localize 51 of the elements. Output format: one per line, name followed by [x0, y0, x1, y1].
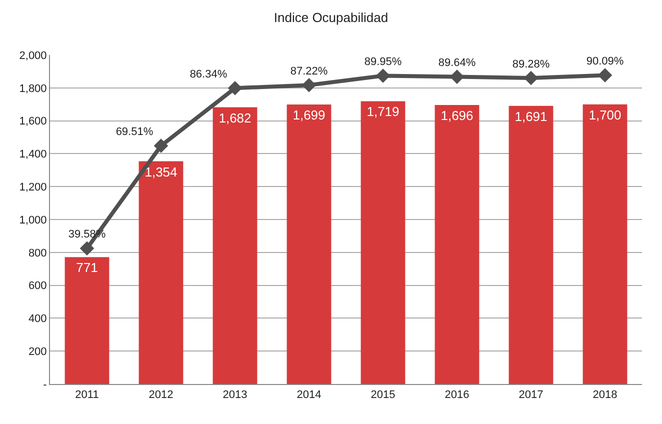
- data-label: 1,691: [514, 108, 548, 124]
- x-tick-label: 2012: [148, 389, 174, 402]
- data-label: 1,719: [366, 104, 400, 120]
- point: [450, 70, 464, 84]
- y-tick-label: -: [43, 378, 48, 391]
- point: [376, 68, 390, 83]
- y-tick-label: 2,000: [19, 50, 47, 62]
- data-label: 1,682: [218, 110, 252, 126]
- x-tick-label: 2016: [444, 389, 470, 402]
- x-tick-label: 2014: [296, 389, 322, 402]
- data-label: 89.95%: [364, 56, 402, 68]
- chart-title: Indice Ocupabilidad: [274, 10, 388, 25]
- x-tick-label: 2018: [592, 389, 618, 402]
- y-tick-label: 1,200: [19, 181, 47, 194]
- bar: [434, 105, 480, 384]
- y-tick-label: 600: [28, 280, 47, 292]
- point: [524, 70, 538, 86]
- bar: [64, 257, 110, 384]
- bar: [582, 104, 628, 384]
- data-label: 90.09%: [586, 56, 624, 68]
- bar: [508, 106, 554, 384]
- x-tick-label: 2011: [75, 389, 99, 402]
- data-label: 1,699: [292, 108, 326, 123]
- y-tick-label: 400: [28, 313, 47, 326]
- y-tick-label: 1,800: [19, 82, 47, 95]
- bar: [212, 107, 258, 384]
- data-label: 89.28%: [512, 58, 550, 70]
- x-tick-label: 2015: [370, 389, 396, 402]
- y-tick-label: 200: [28, 346, 47, 358]
- bar: [138, 161, 184, 384]
- x-tick-label: 2013: [222, 389, 248, 402]
- point: [154, 138, 168, 153]
- data-label: 1,700: [588, 107, 622, 122]
- data-label: 1,696: [440, 108, 474, 124]
- bar: [360, 101, 406, 384]
- point: [228, 80, 242, 96]
- y-tick-label: 800: [28, 247, 47, 260]
- bar: [286, 104, 332, 384]
- point: [302, 78, 316, 92]
- data-label: 771: [76, 260, 98, 276]
- data-label: 86.34%: [190, 68, 228, 80]
- y-tick-label: 1,400: [19, 148, 47, 161]
- data-label: 1,354: [144, 164, 178, 180]
- y-tick-label: 1,600: [19, 116, 47, 128]
- data-label: 89.64%: [438, 57, 476, 70]
- point: [80, 241, 94, 256]
- point: [598, 68, 612, 82]
- x-tick-label: 2017: [518, 389, 544, 402]
- y-tick-label: 1,000: [19, 214, 47, 226]
- data-label: 87.22%: [290, 65, 328, 78]
- data-label: 69.51%: [116, 126, 154, 138]
